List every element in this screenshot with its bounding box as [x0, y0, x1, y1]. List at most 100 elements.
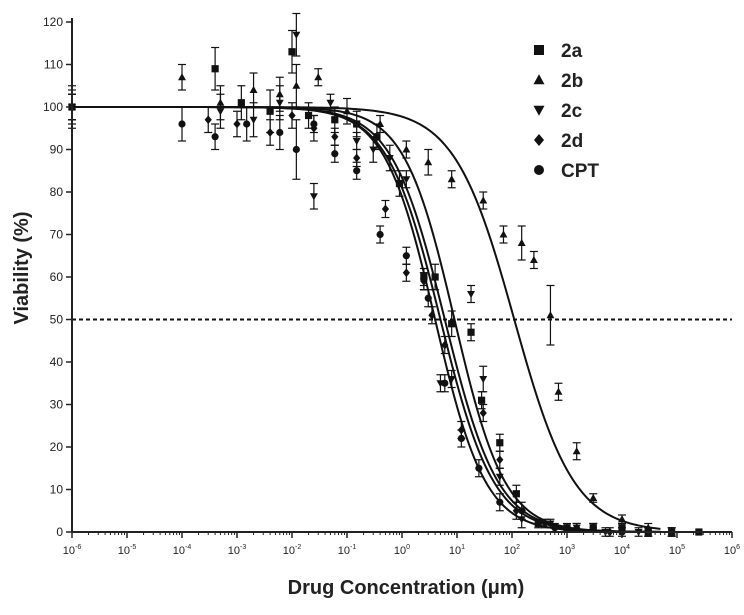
point-cpt: [589, 524, 597, 532]
y-tick-label: 110: [44, 58, 63, 72]
point-2d: [288, 111, 296, 120]
point-2d: [204, 115, 212, 125]
point-cpt: [518, 507, 526, 515]
point-2a: [266, 107, 274, 115]
point-2b: [447, 175, 456, 183]
point-cpt: [331, 150, 339, 158]
point-2b: [546, 311, 555, 319]
point-2c: [275, 99, 284, 107]
point-2c: [402, 176, 411, 184]
point-cpt: [353, 167, 361, 175]
x-tick-label: 10-3: [228, 544, 247, 557]
point-2d: [353, 153, 361, 163]
point-cpt: [178, 120, 186, 128]
legend-marker-2d: [534, 134, 544, 146]
point-2b: [424, 158, 433, 166]
legend-marker-cpt: [534, 165, 544, 175]
fit-curves: [72, 106, 661, 533]
y-tick-label: 20: [50, 440, 64, 454]
point-cpt: [441, 379, 449, 387]
point-2a: [211, 65, 219, 73]
y-tick-label: 60: [50, 270, 64, 284]
point-2c: [249, 116, 258, 124]
y-tick-label: 120: [43, 15, 63, 29]
y-tick-label: 90: [50, 143, 64, 157]
point-2d: [512, 506, 520, 516]
x-tick-label: 10-2: [283, 544, 302, 557]
legend-marker-2c: [533, 105, 545, 116]
point-2c: [467, 290, 475, 299]
point-2d: [420, 276, 428, 286]
point-2d: [331, 132, 339, 142]
data-points: [68, 12, 703, 537]
point-2b: [402, 145, 411, 153]
point-2c: [385, 154, 394, 163]
point-2d: [428, 310, 436, 320]
point-2b: [499, 230, 508, 238]
point-2b: [314, 73, 323, 81]
point-2a: [288, 48, 296, 56]
point-cpt: [475, 464, 483, 472]
point-2b: [572, 447, 581, 455]
point-2a: [496, 439, 504, 447]
point-cpt: [402, 252, 410, 260]
y-tick-label: 50: [50, 313, 64, 327]
point-2b: [479, 196, 488, 204]
point-cpt: [376, 230, 384, 239]
point-2a: [448, 320, 456, 328]
point-2c: [216, 108, 225, 116]
x-axis-label: Drug Concentration (μm): [288, 577, 525, 599]
point-2d: [479, 408, 487, 418]
y-tick-label: 10: [50, 483, 64, 497]
x-tick-label: 101: [449, 544, 465, 557]
legend-marker-2b: [533, 74, 545, 85]
x-tick-label: 100: [394, 544, 410, 557]
y-axis-label: Viability (%): [11, 212, 33, 325]
point-2a: [304, 111, 313, 120]
point-2c: [352, 137, 361, 146]
point-2a: [534, 519, 542, 528]
point-2a: [395, 179, 404, 188]
point-2c: [292, 31, 301, 39]
y-tick-label: 40: [50, 355, 64, 369]
point-cpt: [496, 498, 504, 506]
x-tick-label: 10-6: [63, 544, 82, 557]
y-tick-label: 100: [43, 100, 63, 114]
x-tick-label: 10-5: [118, 544, 137, 557]
point-2b: [343, 107, 351, 115]
point-2a: [331, 116, 339, 124]
point-2c: [495, 473, 504, 481]
point-2a: [431, 273, 439, 281]
point-2b: [589, 493, 598, 502]
point-2b: [554, 387, 563, 395]
point-2d: [573, 523, 581, 533]
axes: 0 10 20 30 40 50 60 70 80 90 100 110 120 10-6 10-5 10-4…: [43, 15, 740, 557]
x-tick-label: 103: [559, 544, 575, 557]
point-2a: [512, 490, 520, 498]
point-2a: [467, 328, 475, 336]
legend-label-2c: 2c: [561, 101, 583, 122]
point-2a: [477, 396, 486, 404]
legend-label-2d: 2d: [561, 131, 583, 152]
point-2d: [233, 119, 241, 129]
point-cpt: [424, 294, 432, 302]
point-2a: [563, 524, 571, 532]
x-tick-label: 10-1: [338, 544, 357, 557]
point-cpt: [292, 145, 300, 154]
legend-label-2b: 2b: [561, 71, 583, 92]
point-2d: [266, 128, 274, 137]
point-2d: [441, 340, 449, 350]
point-2b: [249, 85, 258, 94]
point-cpt: [211, 133, 219, 141]
point-2b: [292, 81, 301, 89]
point-2d: [402, 268, 410, 278]
point-2b: [517, 238, 526, 247]
point-2d: [541, 519, 549, 528]
x-tick-label: 105: [669, 544, 685, 557]
x-tick-label: 102: [504, 544, 520, 557]
point-2d: [381, 204, 390, 214]
point-2b: [178, 73, 186, 81]
y-tick-label: 80: [50, 185, 64, 199]
point-2c: [309, 193, 318, 201]
